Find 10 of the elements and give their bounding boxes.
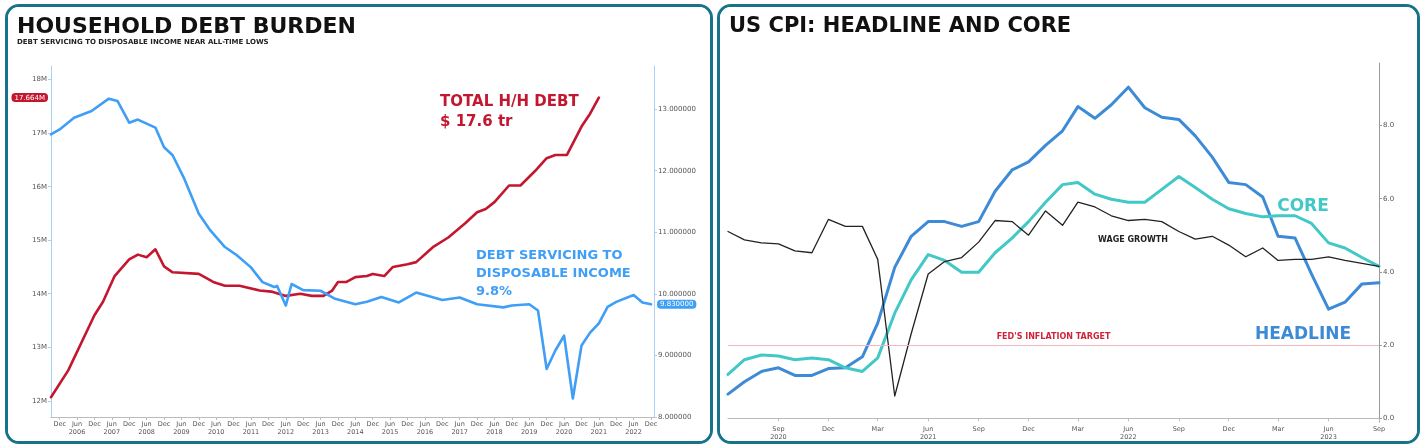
chart-title: US CPI: HEADLINE AND CORE [729, 12, 1072, 37]
chart-title: HOUSEHOLD DEBT BURDEN [17, 12, 356, 38]
line-series [726, 175, 1381, 376]
line-series [726, 85, 1381, 396]
annotation: TOTAL H/H DEBT $ 17.6 tr [440, 92, 580, 130]
series-label: WAGE GROWTH [1098, 234, 1168, 244]
ref-line-label: FED'S INFLATION TARGET [996, 331, 1111, 341]
series-label: CORE [1277, 195, 1329, 215]
annotation: DEBT SERVICING TO DISPOSABLE INCOME 9.8% [476, 246, 631, 298]
series-label: HEADLINE [1254, 323, 1352, 343]
